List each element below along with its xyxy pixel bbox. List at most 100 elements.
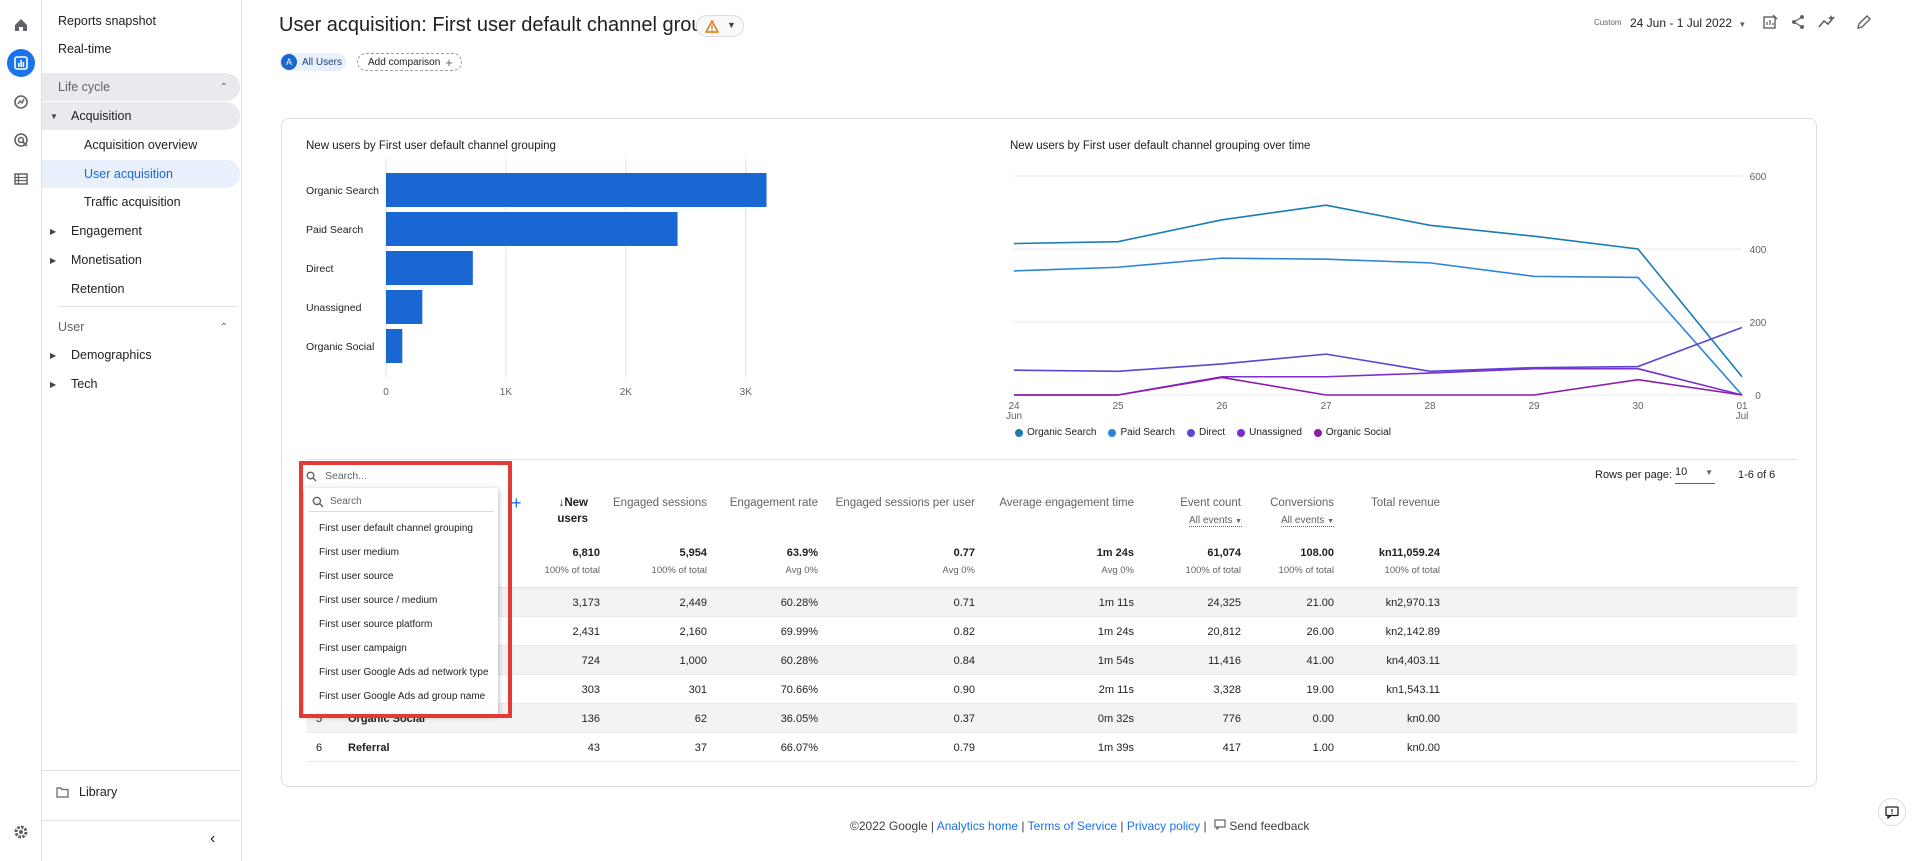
divider (306, 587, 1797, 588)
title-warning-dropdown[interactable]: ▼ (696, 15, 744, 37)
share-icon[interactable] (1790, 14, 1806, 30)
chat-feedback-button[interactable] (1878, 798, 1906, 826)
dropdown-option[interactable]: First user Google Ads ad network type (319, 667, 489, 678)
legend-item[interactable]: Direct (1186, 427, 1225, 438)
reports-icon[interactable] (7, 49, 35, 77)
table-cell: 1m 11s (1098, 597, 1134, 609)
configure-icon[interactable] (7, 165, 35, 193)
sidebar-item-realtime[interactable]: Real-time (58, 42, 112, 56)
home-icon[interactable] (7, 11, 35, 39)
sidebar-item-acquisition-overview[interactable]: Acquisition overview (84, 138, 198, 152)
legend-item[interactable]: Organic Social (1313, 427, 1391, 438)
legend-item[interactable]: Unassigned (1237, 427, 1302, 438)
row-index: 5 (316, 713, 323, 725)
footer-terms-link[interactable]: Terms of Service (1027, 819, 1118, 833)
table-cell: 62 (694, 713, 707, 725)
sidebar-item-acquisition[interactable]: ▼ Acquisition (42, 102, 240, 130)
table-search[interactable]: Search... (306, 469, 496, 483)
sidebar-item-demographics[interactable]: ▶ Demographics (42, 341, 240, 369)
dropdown-option[interactable]: First user default channel grouping (319, 523, 473, 534)
legend-item[interactable]: Organic Search (1015, 427, 1096, 438)
col-header-new-users[interactable]: ↓New users (528, 495, 588, 527)
caret-right-icon: ▶ (50, 255, 57, 265)
settings-gear-icon[interactable] (7, 818, 35, 846)
customize-report-icon[interactable] (1762, 14, 1778, 30)
series-line[interactable] (1014, 376, 1743, 396)
bar[interactable] (386, 329, 403, 363)
x-tick-label: 28 (1424, 401, 1436, 412)
sidebar-item-reports-snapshot[interactable]: Reports snapshot (58, 14, 156, 28)
table-cell: 0m 32s (1097, 713, 1134, 725)
series-line[interactable] (1013, 204, 1743, 378)
row-dimension-label[interactable]: Referral (348, 742, 390, 754)
series-line[interactable] (1013, 326, 1743, 373)
comparison-chip-all-users[interactable]: A All Users (280, 53, 346, 71)
divider (306, 459, 1796, 460)
footer-analytics-home-link[interactable]: Analytics home (936, 819, 1019, 833)
sidebar-item-tech[interactable]: ▶ Tech (42, 370, 240, 398)
col-header-engaged-sessions-per-user[interactable]: Engaged sessions per user (835, 497, 975, 509)
collapse-chevron-left-icon[interactable]: ‹ (210, 830, 216, 847)
total-value: 63.9% (786, 547, 818, 559)
section-lifecycle-header[interactable]: Life cycle ⌃ (42, 73, 240, 101)
dropdown-search-input[interactable]: Search (308, 492, 494, 512)
col-header-event-count[interactable]: Event count (1180, 497, 1241, 509)
total-subtext: Avg 0% (785, 565, 818, 576)
bar[interactable] (386, 251, 473, 285)
sidebar-item-monetisation[interactable]: ▶ Monetisation (42, 246, 240, 274)
dimension-dropdown: Search First user default channel groupi… (304, 488, 498, 714)
total-subtext: 100% of total (1278, 565, 1334, 576)
sidebar-item-retention[interactable]: Retention (71, 282, 125, 296)
rows-per-page-select[interactable]: 10 ▼ (1675, 466, 1715, 484)
add-dimension-plus-icon[interactable]: + (511, 493, 522, 513)
bar-chart: 0 1K 2K 3K Organic Search Paid Search Direct Un… (306, 159, 767, 398)
col-header-avg-engagement-time[interactable]: Average engagement time (999, 497, 1134, 509)
sidebar-item-engagement[interactable]: ▶ Engagement (42, 217, 240, 245)
bar[interactable] (386, 290, 423, 324)
dropdown-option[interactable]: First user Google Ads ad group name (319, 691, 486, 702)
series-line[interactable] (1013, 257, 1743, 396)
col-header-engaged-sessions[interactable]: Engaged sessions (613, 497, 707, 509)
table-row[interactable]: 724 1,000 60.28% 0.84 1m 54s 11,416 41.00 kn4,4… (306, 646, 1797, 675)
event-count-filter[interactable]: All events ▼ (1189, 515, 1243, 527)
table-cell: 36.05% (780, 713, 818, 725)
table-row[interactable]: 303 301 70.66% 0.90 2m 11s 3,328 19.00 kn1,543.… (306, 675, 1797, 704)
feedback-button[interactable]: Send feedback (1214, 819, 1309, 833)
table-cell: 303 (581, 684, 600, 696)
edit-pencil-icon[interactable] (1856, 14, 1872, 30)
col-header-conversions[interactable]: Conversions (1270, 497, 1334, 509)
table-row[interactable]: 136 62 36.05% 0.37 0m 32s 776 0.00 kn0.00 (306, 704, 1797, 733)
table-cell: 70.66% (780, 684, 818, 696)
col-header-engagement-rate[interactable]: Engagement rate (729, 497, 818, 509)
legend-item[interactable]: Paid Search (1108, 427, 1175, 438)
table-row[interactable]: 43 37 66.07% 0.79 1m 39s 417 1.00 kn0.00 (306, 733, 1797, 762)
explore-icon[interactable] (7, 88, 35, 116)
library-label: Library (79, 785, 118, 799)
dropdown-option[interactable]: First user source platform (319, 619, 433, 630)
event-count-filter-label: All events (1189, 515, 1233, 526)
sidebar-item-traffic-acquisition[interactable]: Traffic acquisition (84, 195, 181, 209)
insights-icon[interactable] (1818, 14, 1836, 30)
col-header-total-revenue[interactable]: Total revenue (1370, 497, 1440, 509)
bar[interactable] (386, 212, 678, 246)
add-comparison-button[interactable]: Add comparison + (357, 53, 462, 71)
sidebar-item-user-acquisition[interactable]: User acquisition (42, 160, 240, 188)
dropdown-option[interactable]: First user medium (319, 547, 400, 558)
sidebar-item-library[interactable]: Library (42, 778, 240, 806)
section-user-header[interactable]: User ⌃ (42, 313, 240, 341)
acquisition-label: Acquisition (71, 109, 132, 123)
table-row[interactable]: 3,173 2,449 60.28% 0.71 1m 11s 24,325 21.00 kn2… (306, 588, 1797, 617)
table-row[interactable]: 2,431 2,160 69.99% 0.82 1m 24s 20,812 26.00 kn2… (306, 617, 1797, 646)
dropdown-option[interactable]: First user campaign (319, 643, 407, 654)
date-range-picker[interactable]: 24 Jun - 1 Jul 2022 ▼ (1630, 16, 1746, 30)
dropdown-option[interactable]: First user source / medium (319, 595, 438, 606)
folder-icon (56, 786, 69, 798)
bar[interactable] (386, 173, 767, 207)
table-cell: 0.82 (953, 626, 975, 638)
caret-down-icon: ▼ (727, 20, 736, 30)
advertising-icon[interactable] (7, 126, 35, 154)
dropdown-option[interactable]: First user source (319, 571, 394, 582)
footer-privacy-link[interactable]: Privacy policy (1126, 819, 1201, 833)
conversions-filter[interactable]: All events ▼ (1281, 515, 1335, 527)
